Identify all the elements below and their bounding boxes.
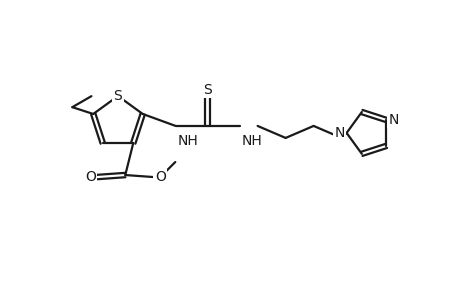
- Text: NH: NH: [241, 134, 262, 148]
- Text: S: S: [113, 89, 122, 103]
- Text: O: O: [84, 170, 95, 184]
- Text: S: S: [203, 83, 212, 97]
- Text: NH: NH: [177, 134, 198, 148]
- Text: N: N: [387, 113, 398, 127]
- Text: N: N: [334, 126, 344, 140]
- Text: O: O: [155, 170, 165, 184]
